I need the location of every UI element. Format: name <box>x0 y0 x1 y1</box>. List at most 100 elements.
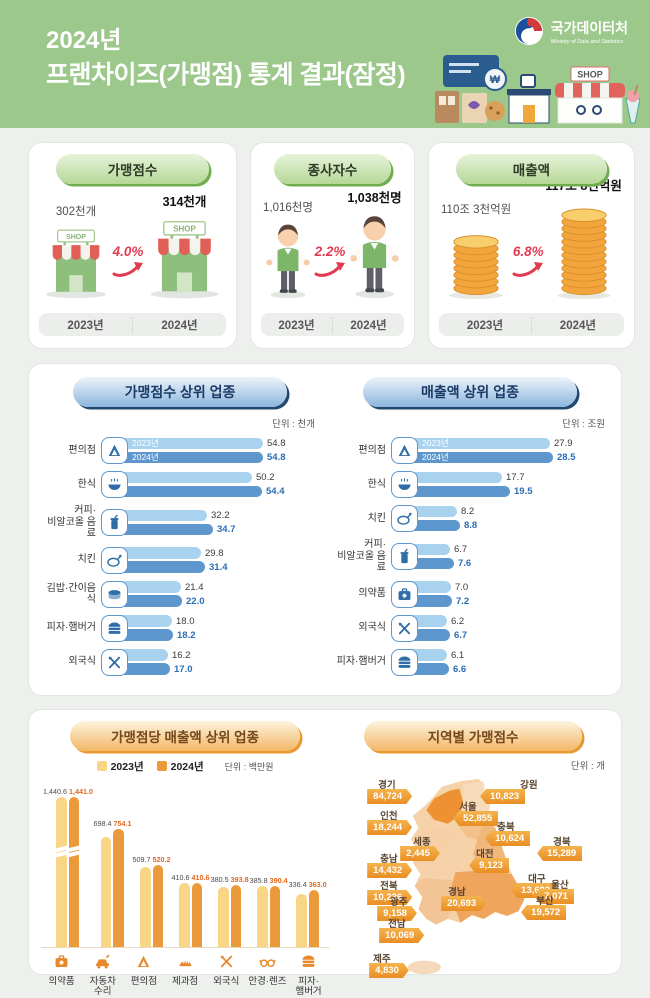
category-label: 외국식 <box>68 656 96 668</box>
value-label: 18.0 <box>176 615 195 627</box>
stat-change: 2.2% <box>313 244 347 304</box>
chart-row: 편의점 2023년 27.9 2024년 28.5 <box>333 437 607 464</box>
legend-2023: 2023년 <box>96 759 144 774</box>
chart-title: 매출액 상위 업종 <box>363 377 577 407</box>
bar-2024년 <box>115 561 205 573</box>
series-label: 2024년 <box>132 451 159 462</box>
bar-2023년 <box>405 543 450 555</box>
korean-food-icon <box>391 471 418 498</box>
bar-2024년 <box>269 885 281 947</box>
storefront-icon: SHOP <box>145 214 224 304</box>
curr-value: 314천개 <box>162 195 207 209</box>
stat-change: 4.0% <box>111 244 145 304</box>
regional-map-panel: 지역별 가맹점수 단위 : 개 경기 84,724 서울 52,855 인천 18,244… <box>337 720 609 962</box>
bar-2023년 <box>405 471 502 484</box>
bar-group: 698.4 754.1 <box>93 819 132 947</box>
region-value-ribbon: 4,830 <box>369 963 409 979</box>
bar-2024년 <box>405 557 454 569</box>
stat-title: 매출액 <box>455 154 608 184</box>
shop-sign-text: SHOP <box>577 70 603 80</box>
year-band: 2023년 2024년 <box>439 313 624 336</box>
convenience-store-icon <box>391 437 418 464</box>
bar-group: 410.6 410.6 <box>171 873 210 947</box>
region-value-ribbon: 9,158 <box>377 906 417 922</box>
value-label: 8.2 <box>461 506 475 517</box>
chart-row: 커피· 비알코올 음료 32.2 34.7 <box>43 505 317 540</box>
region-name: 대전 <box>476 848 494 860</box>
category: 자동차 수리 <box>82 953 123 998</box>
fork-knife-icon <box>206 953 247 975</box>
burger-icon <box>391 648 418 676</box>
category-label: 피자·햄버거 <box>336 656 386 668</box>
curr-year-label: 2024년 <box>559 319 596 332</box>
prev-value: 110조 3천억원 <box>441 204 512 216</box>
year-band: 2023년 2024년 <box>39 313 226 336</box>
value-label: 16.2 <box>172 649 191 661</box>
storefront-icon: SHOP <box>41 223 111 304</box>
bar-2024년 <box>66 796 83 947</box>
region-name: 부산 <box>536 895 554 907</box>
store-count-chart: 가맹점수 상위 업종 단위 : 천개 편의점 2023년 54.8 2024년 54.8… <box>43 377 317 683</box>
stat-curr: 314천개 SHOP <box>145 191 224 304</box>
category-label: 피자·햄버거 <box>295 975 322 998</box>
bakery-icon <box>164 953 205 975</box>
value-labels: 385.8 390.4 <box>249 875 288 885</box>
region-name: 전남 <box>388 918 406 930</box>
region-name: 경남 <box>448 886 466 898</box>
page-title: 프랜차이즈(가맹점) 통계 결과(잠정) <box>46 60 406 89</box>
region-value-ribbon: 10,069 <box>379 928 424 944</box>
value-label: 6.7 <box>454 543 468 555</box>
shop-sign-text: SHOP <box>66 233 86 241</box>
value-labels: 410.6 410.6 <box>171 872 210 882</box>
category-label: 커피· 비알코올 음료 <box>47 505 96 539</box>
map-title: 지역별 가맹점수 <box>364 720 582 751</box>
bar-2024년 <box>115 663 170 675</box>
region-name: 세종 <box>413 836 431 848</box>
region-value-ribbon: 20,693 <box>441 896 486 912</box>
value-label: 31.4 <box>209 561 228 573</box>
sales-chart: 매출액 상위 업종 단위 : 조원 편의점 2023년 27.9 2024년 28.5 한… <box>333 377 607 683</box>
chart-row: 피자·햄버거 6.1 6.6 <box>333 648 607 676</box>
value-label: 6.6 <box>453 663 467 675</box>
car-repair-icon <box>82 953 123 975</box>
value-label: 17.0 <box>174 663 193 675</box>
stat-title: 종사자수 <box>273 154 392 184</box>
bar-2023년 <box>405 615 447 627</box>
ministry-logo: 국가데이터처 Ministry of Data and Statistics <box>514 16 628 46</box>
stat-card-store-count: 가맹점수 302천개 SHOP 4.0% <box>28 142 237 349</box>
bar-2024년 <box>405 629 450 641</box>
bar-2023년 <box>257 885 268 947</box>
bar-2024년: 2024년 <box>115 451 263 464</box>
value-label: 54.8 <box>267 438 286 449</box>
category-label: 피자·햄버거 <box>46 622 96 634</box>
region-name: 충북 <box>497 821 515 833</box>
region-name: 충남 <box>380 853 398 865</box>
category-label: 편의점 <box>358 444 386 456</box>
category-label: 한식 <box>367 478 386 490</box>
bar-2023년 <box>115 509 207 521</box>
growth-arrow-icon <box>112 262 143 277</box>
category: 의약품 <box>41 953 82 998</box>
bar-2023년 <box>115 547 201 559</box>
prev-year-label: 2023년 <box>439 316 532 333</box>
shop-sign-text: SHOP <box>173 225 196 234</box>
bar-2023년 <box>179 882 190 947</box>
header-year: 2024년 <box>46 27 122 54</box>
value-label: 8.8 <box>464 520 478 531</box>
legend-swatch-2023 <box>96 760 107 771</box>
value-label: 17.7 <box>506 472 525 483</box>
first-aid-icon <box>391 580 418 608</box>
glasses-icon <box>247 953 288 975</box>
gimbap-icon <box>101 580 128 608</box>
chicken-icon <box>391 505 418 532</box>
bar-2023년 <box>405 505 457 518</box>
value-label: 50.2 <box>256 472 275 483</box>
unit-label: 단위 : 천개 <box>272 419 315 430</box>
category: 피자· 햄버거 <box>288 953 329 998</box>
sales-per-store-chart: 가맹점당 매출액 상위 업종 2023년 2024년 단위 : 백만원 1,44… <box>41 720 330 997</box>
bar-2024년 <box>113 828 124 947</box>
chart-row: 편의점 2023년 54.8 2024년 54.8 <box>43 437 317 464</box>
bar-2023년 <box>140 866 151 947</box>
column-plot: 1,440.6 1,441.0 698.4 754.1 509.7 520.2 410.6 4… <box>41 778 330 948</box>
region-value-ribbon: 10,624 <box>485 830 531 846</box>
